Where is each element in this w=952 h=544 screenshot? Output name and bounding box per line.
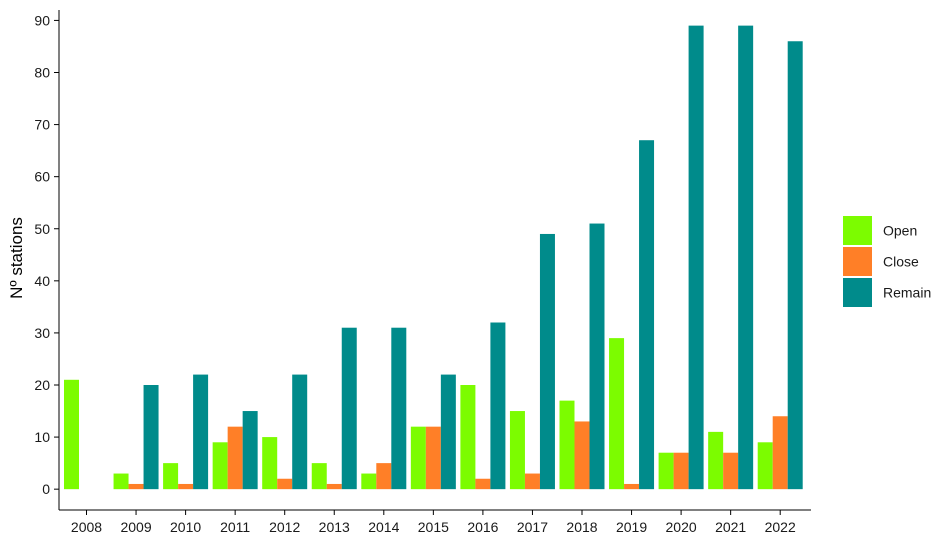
bar-open-2009 — [113, 473, 129, 490]
bar-close-2015 — [425, 426, 441, 490]
bar-remain-2015 — [440, 374, 456, 490]
legend-label-open: Open — [883, 223, 917, 239]
y-tick-label: 60 — [34, 169, 50, 185]
legend-label-close: Close — [883, 254, 919, 270]
x-tick-label: 2021 — [715, 519, 746, 535]
legend-swatch-open — [843, 216, 872, 245]
bar-open-2014 — [361, 473, 377, 490]
x-tick-label: 2011 — [220, 519, 250, 535]
bar-close-2019 — [624, 483, 640, 490]
bar-close-2022 — [772, 416, 788, 490]
bar-remain-2011 — [242, 411, 258, 490]
x-tick-label: 2010 — [170, 519, 201, 535]
bar-close-2020 — [673, 452, 689, 490]
x-tick-label: 2008 — [71, 519, 102, 535]
legend-label-remain: Remain — [883, 285, 931, 301]
y-tick-label: 0 — [42, 481, 50, 497]
bar-remain-2009 — [143, 385, 159, 490]
x-axis: 2008 2009 2010 2011 2012 2013 2014 2015 2016 2017… — [59, 509, 811, 535]
bar-open-2021 — [708, 431, 724, 490]
bar-close-2017 — [524, 473, 540, 490]
bar-close-2012 — [277, 478, 293, 490]
bar-open-2017 — [509, 411, 525, 490]
bar-remain-2013 — [341, 327, 357, 490]
y-axis: 0 10 20 30 40 50 60 70 80 90 — [34, 10, 60, 510]
x-tick-label: 2018 — [566, 519, 597, 535]
x-tick-label: 2009 — [120, 519, 151, 535]
bar-close-2016 — [475, 478, 491, 490]
legend-swatch-close — [843, 247, 872, 276]
bar-open-2022 — [757, 442, 773, 490]
bar-close-2010 — [178, 483, 194, 490]
bar-close-2014 — [376, 463, 392, 490]
bar-open-2018 — [559, 400, 575, 490]
bar-open-2012 — [262, 437, 278, 490]
x-tick-label: 2022 — [765, 519, 796, 535]
bar-close-2021 — [723, 452, 739, 490]
x-tick-label: 2013 — [319, 519, 350, 535]
x-tick-label: 2014 — [368, 519, 399, 535]
bar-open-2008 — [64, 379, 79, 490]
y-tick-label: 70 — [34, 117, 50, 133]
x-tick-label: 2016 — [467, 519, 498, 535]
bar-remain-2022 — [787, 41, 803, 490]
bar-open-2011 — [212, 442, 228, 490]
bar-remain-2012 — [292, 374, 308, 490]
bar-remain-2014 — [391, 327, 407, 490]
y-tick-label: 50 — [34, 221, 50, 237]
y-tick-label: 30 — [34, 325, 50, 341]
x-tick-label: 2015 — [418, 519, 449, 535]
bar-open-2013 — [311, 463, 327, 490]
y-tick-label: 20 — [34, 377, 50, 393]
x-tick-label: 2017 — [517, 519, 548, 535]
bar-remain-2010 — [193, 374, 209, 490]
bar-remain-2018 — [589, 223, 605, 490]
bar-open-2019 — [609, 338, 625, 490]
legend-swatch-remain — [843, 278, 872, 307]
x-tick-label: 2020 — [666, 519, 697, 535]
bar-close-2013 — [326, 483, 342, 490]
bar-open-2015 — [410, 426, 426, 490]
bars — [64, 25, 803, 490]
bar-remain-2016 — [490, 322, 506, 490]
bar-open-2010 — [163, 463, 179, 490]
bar-close-2009 — [128, 483, 144, 490]
y-tick-label: 40 — [34, 273, 50, 289]
bar-open-2016 — [460, 385, 476, 490]
bar-remain-2019 — [639, 140, 655, 490]
bar-open-2020 — [658, 452, 674, 490]
bar-close-2011 — [227, 426, 243, 490]
y-tick-label: 80 — [34, 65, 50, 81]
bar-remain-2020 — [688, 25, 704, 490]
y-tick-label: 90 — [34, 12, 50, 28]
bar-remain-2017 — [539, 233, 555, 490]
bar-remain-2021 — [738, 25, 754, 490]
x-tick-label: 2012 — [269, 519, 300, 535]
bar-close-2018 — [574, 421, 590, 490]
y-tick-label: 10 — [34, 429, 50, 445]
x-tick-label: 2019 — [616, 519, 647, 535]
legend: Open Close Remain — [843, 216, 931, 307]
y-axis-label: Nº stations — [7, 217, 26, 299]
